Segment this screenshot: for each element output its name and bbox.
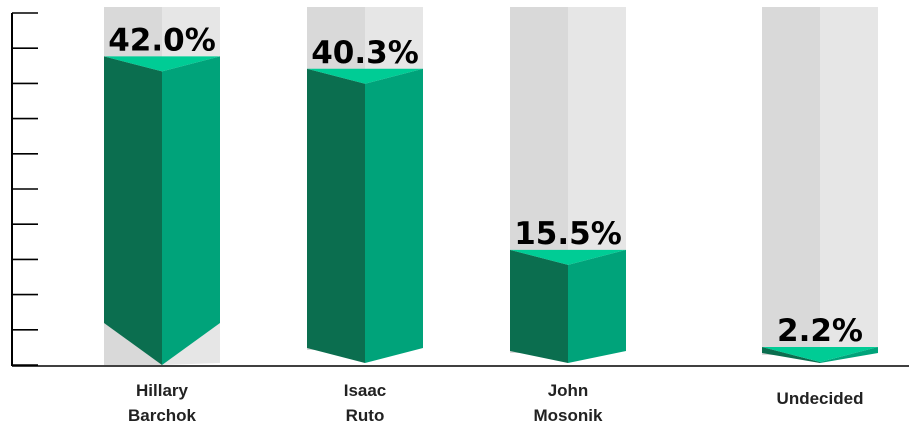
category-label: Mosonik: [534, 406, 603, 425]
category-label: Undecided: [777, 389, 864, 408]
value-labels: 42.0% 40.3% 15.5% 2.2%: [108, 22, 863, 349]
value-label: 15.5%: [514, 216, 622, 252]
bar-track-right: [820, 7, 878, 355]
bar-right-face: [162, 56, 220, 366]
category-label: Barchok: [128, 406, 197, 425]
category-label: Ruto: [346, 406, 385, 425]
value-label: 42.0%: [108, 22, 216, 58]
bar-left-face: [307, 68, 365, 363]
y-axis: [11, 12, 909, 367]
value-label: 2.2%: [777, 313, 863, 349]
category-label: Isaac: [344, 381, 387, 400]
category-label: John: [548, 381, 589, 400]
bar-left-face: [510, 249, 568, 363]
category-label: Hillary: [136, 381, 189, 400]
bar-left-face: [104, 56, 162, 366]
value-label: 40.3%: [311, 35, 419, 71]
category-labels: Hillary Barchok Isaac Ruto John Mosonik Undeci…: [128, 381, 863, 425]
bar-right-face: [820, 346, 878, 363]
bar-top-face: [762, 346, 878, 362]
bar-left-face: [762, 346, 820, 363]
bar-right-face: [365, 68, 423, 363]
bar-top-face: [307, 68, 423, 84]
bar-track-left: [762, 7, 820, 355]
bar-right-face: [568, 249, 626, 363]
bar-top-face: [104, 56, 220, 72]
bars: [104, 7, 878, 366]
bar-top-face: [510, 249, 626, 265]
